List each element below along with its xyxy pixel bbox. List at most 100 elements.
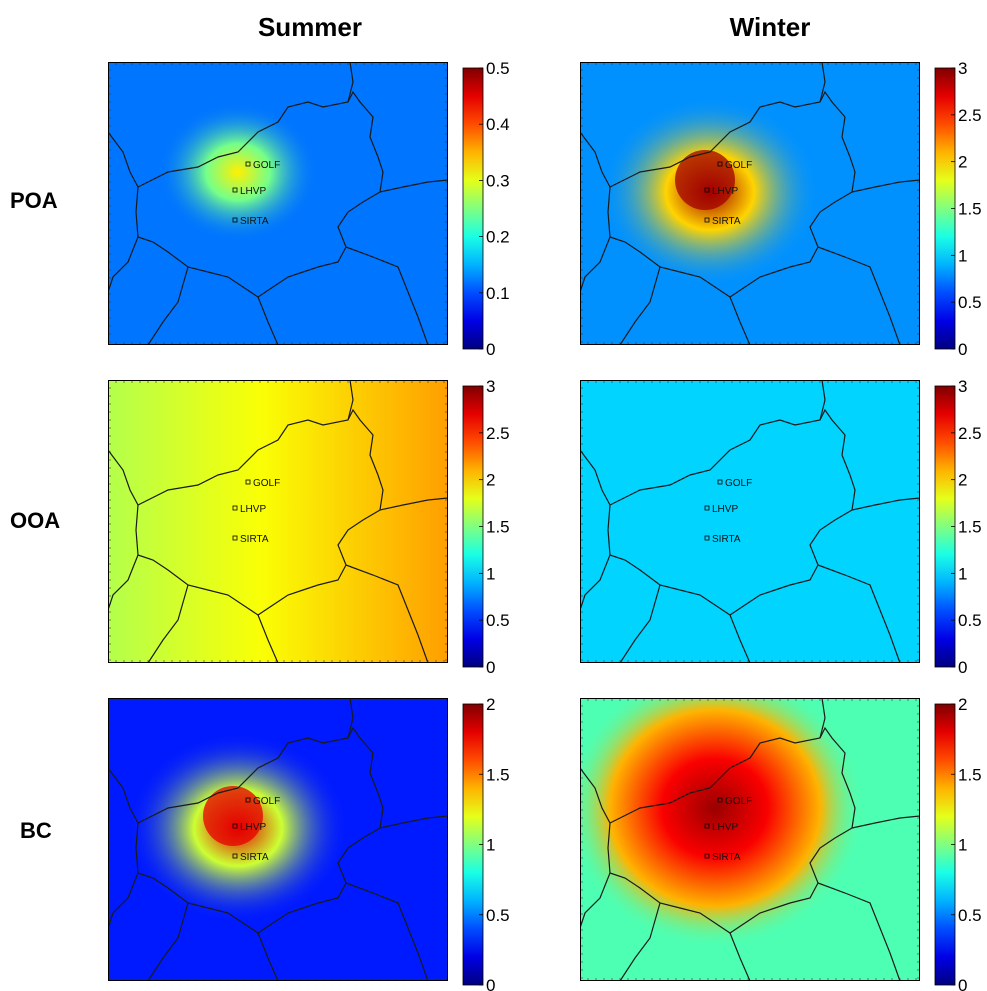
map-ooa-winter: GOLF LHVP SIRTA [580,380,920,663]
colorbar-tick-label: 1 [486,836,495,855]
site-marker-sirta [704,217,710,223]
site-label-lhvp: LHVP [712,504,738,515]
site-marker-golf [717,797,723,803]
row-label-ooa: OOA [10,508,61,533]
colorbar-tick-label: 2.5 [958,424,982,443]
site-marker-sirta [704,853,710,859]
concentration-peak [675,150,735,210]
column-title-summer: Summer [257,12,363,42]
colorbar-bc-winter: 0 0.5 1 1.5 2 [934,695,982,991]
colorbar-tick-label: 0 [486,658,495,677]
map-frame [580,698,920,981]
colorbar-tick-label: 1 [958,836,967,855]
site-label-sirta: SIRTA [240,534,269,545]
map-bc-summer: GOLF LHVP SIRTA [108,698,448,981]
colorbar-tick-label: 0 [486,976,495,991]
colorbar-tick-label: 0 [958,340,967,359]
site-marker-sirta [704,535,710,541]
map-frame [108,698,448,981]
site-marker-golf [245,479,251,485]
colorbar-tick-label: 1.5 [958,765,982,784]
colorbar-poa-winter: 0 0.5 1 1.5 2 2.5 3 [934,59,982,359]
region-boundaries [580,380,920,663]
site-label-lhvp: LHVP [712,186,738,197]
colorbar-tick-label: 1.5 [486,518,510,537]
site-label-golf: GOLF [253,478,280,489]
site-marker-golf [245,161,251,167]
site-label-golf: GOLF [725,796,752,807]
colorbar-gradient [462,67,484,350]
colorbar-tick-label: 0.3 [486,171,510,190]
site-label-lhvp: LHVP [240,822,266,833]
colorbar-tick-label: 2.5 [486,424,510,443]
colorbar-ooa-winter: 0 0.5 1 1.5 2 2.5 3 [934,377,982,677]
colorbar-tick-label: 0.2 [486,228,510,247]
site-label-lhvp: LHVP [712,822,738,833]
map-background [108,380,448,663]
site-label-sirta: SIRTA [240,216,269,227]
map-bc-winter: GOLF LHVP SIRTA [580,698,920,981]
site-marker-golf [245,797,251,803]
site-label-golf: GOLF [725,160,752,171]
column-title-winter: Winter [729,12,811,42]
map-poa-summer: GOLF LHVP SIRTA [108,62,448,345]
colorbar-tick-label: 1.5 [486,765,510,784]
colorbar-tick-label: 0.1 [486,284,510,303]
colorbar-tick-label: 1 [958,246,967,265]
region-boundaries [108,698,448,981]
row-label-bc: BC [20,818,52,843]
colorbar-tick-label: 0 [958,658,967,677]
colorbar-tick-label: 0 [958,976,967,991]
colorbar-tick-label: 2 [486,695,495,714]
site-label-sirta: SIRTA [240,852,269,863]
colorbar-tick-label: 0.5 [958,293,982,312]
map-frame [108,62,448,345]
site-marker-golf [717,161,723,167]
concentration-hotspot [580,698,865,948]
region-boundaries [108,380,448,663]
colorbar-tick-label: 2 [486,471,495,490]
colorbar-tick-label: 2 [958,695,967,714]
site-label-sirta: SIRTA [712,534,741,545]
site-label-golf: GOLF [253,160,280,171]
colorbar-tick-label: 0.5 [958,611,982,630]
map-frame [580,380,920,663]
colorbar-tick-label: 3 [958,377,967,396]
site-label-golf: GOLF [253,796,280,807]
concentration-hotspot [158,102,318,242]
site-marker-golf [717,479,723,485]
colorbar-tick-label: 1 [958,564,967,583]
region-boundaries [580,62,920,345]
colorbar-poa-summer: 0 0.1 0.2 0.3 0.4 0.5 [462,59,510,359]
colorbar-ooa-summer: 0 0.5 1 1.5 2 2.5 3 [462,377,510,677]
site-label-lhvp: LHVP [240,186,266,197]
colorbar-tick-label: 0.4 [486,115,510,134]
site-marker-sirta [232,217,238,223]
site-marker-lhvp [704,187,710,193]
site-marker-lhvp [232,187,238,193]
site-label-sirta: SIRTA [712,852,741,863]
colorbar-tick-label: 1.5 [958,518,982,537]
site-marker-lhvp [704,823,710,829]
colorbar-bc-summer: 0 0.5 1 1.5 2 [462,695,510,991]
map-ooa-summer: GOLF LHVP SIRTA [108,380,448,663]
map-frame [580,62,920,345]
site-marker-lhvp [232,505,238,511]
colorbar-tick-label: 3 [486,377,495,396]
region-boundaries [108,62,448,345]
map-background [580,380,920,663]
colorbar-tick-label: 0.5 [486,906,510,925]
site-label-lhvp: LHVP [240,504,266,515]
site-marker-sirta [232,535,238,541]
map-frame [108,380,448,663]
colorbar-tick-label: 1.5 [958,200,982,219]
region-boundaries [580,698,920,981]
colorbar-tick-label: 1 [486,564,495,583]
colorbar-tick-label: 3 [958,59,967,78]
colorbar-tick-label: 2.5 [958,106,982,125]
site-label-sirta: SIRTA [712,216,741,227]
row-label-poa: POA [10,188,58,213]
colorbar-tick-label: 2 [958,471,967,490]
colorbar-tick-label: 0.5 [486,59,510,78]
site-marker-sirta [232,853,238,859]
